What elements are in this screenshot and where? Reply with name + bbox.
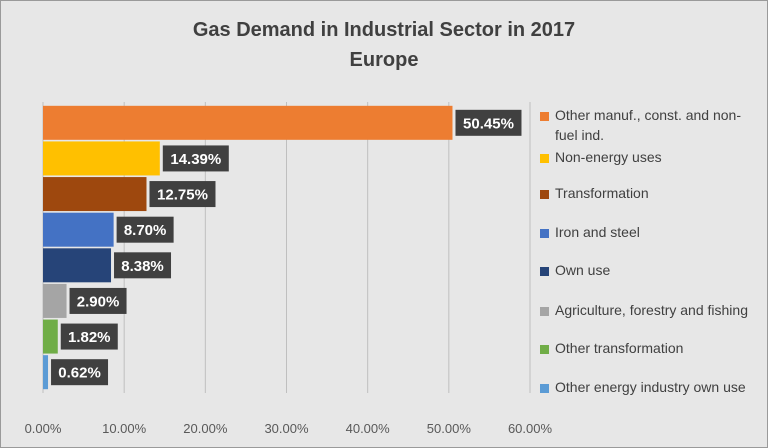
bar [43,248,112,283]
data-label-box [162,145,229,172]
legend-label: Other energy industry own use [555,379,746,395]
bar [43,141,160,176]
bar [43,105,453,140]
chart-subtitle: Europe [349,49,419,71]
legend-label: Other manuf., const. and non-fuel ind. [555,107,741,143]
data-label-box [69,287,127,314]
data-label: 2.90% [77,293,120,310]
legend-label: Other transformation [555,340,684,356]
legend-item: Non-energy uses [540,147,760,167]
legend-label: Iron and steel [555,224,640,240]
data-label: 1.82% [68,329,111,346]
legend-swatch [540,229,549,238]
data-label: 14.39% [170,151,221,168]
legend-item: Agriculture, forestry and fishing [540,300,760,320]
data-label: 8.70% [124,222,167,239]
data-label: 50.45% [463,115,514,132]
x-tick-label: 0.00% [25,421,62,436]
bar [43,177,147,212]
legend-item: Transformation [540,183,760,203]
legend-item: Own use [540,260,760,280]
data-label-box [114,252,172,279]
bar [43,355,49,390]
x-tick-label: 20.00% [183,421,228,436]
data-label-box [149,181,216,208]
x-tick-label: 40.00% [346,421,391,436]
x-tick-label: 30.00% [264,421,309,436]
legend-label: Agriculture, forestry and fishing [555,302,748,318]
data-label: 0.62% [58,365,101,382]
legend-label: Own use [555,262,611,278]
legend-label: Transformation [555,185,649,201]
data-label: 12.75% [157,187,208,204]
bar [43,212,114,247]
legend-swatch [540,307,549,316]
legend-item: Iron and steel [540,222,760,242]
chart-title: Gas Demand in Industrial Sector in 2017 [192,19,576,41]
legend-swatch [540,112,549,121]
legend-swatch [540,154,549,163]
legend-swatch [540,384,549,393]
bar [43,319,58,354]
legend-swatch [540,190,549,199]
data-label-box [455,109,522,136]
x-tick-label: 10.00% [102,421,147,436]
legend-item: Other energy industry own use [540,377,760,397]
legend-item: Other manuf., const. and non-fuel ind. [540,105,760,145]
data-label-box [51,359,109,386]
x-tick-label: 50.00% [427,421,472,436]
data-label-box [116,216,174,243]
data-label-box [60,323,118,350]
legend-label: Non-energy uses [555,149,662,165]
legend-swatch [540,267,549,276]
legend-swatch [540,345,549,354]
data-label: 8.38% [121,258,164,275]
legend-item: Other transformation [540,338,760,358]
x-tick-label: 60.00% [508,421,553,436]
bar [43,283,67,318]
